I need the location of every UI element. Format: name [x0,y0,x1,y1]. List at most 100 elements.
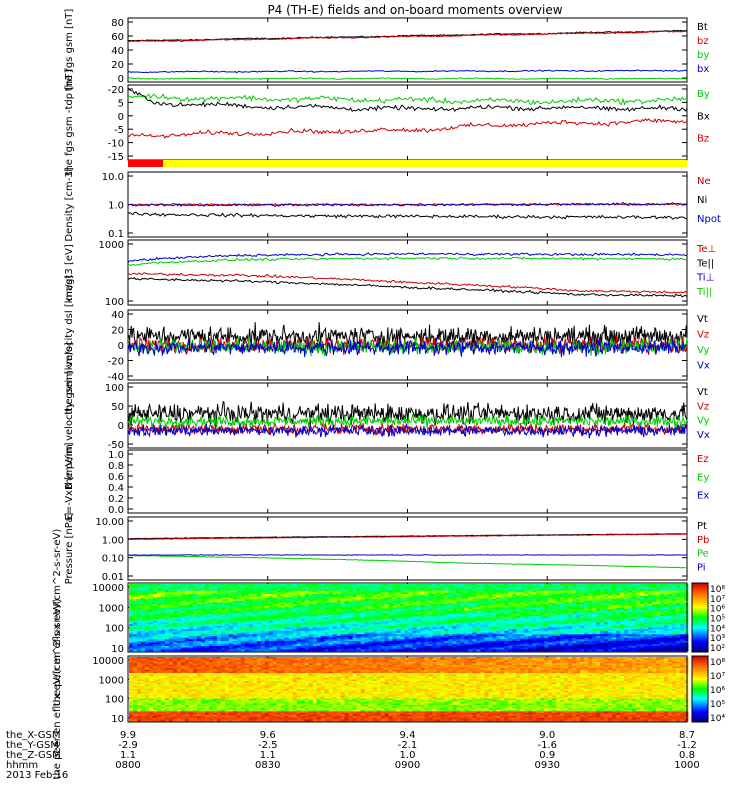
y-tick-label: 0.01 [102,572,124,583]
series-line-bz [128,119,687,138]
colorbar-tick: 10⁵ [710,615,725,625]
legend-entry: Ey [697,472,709,483]
panel-3: 10.0 1.0 0.1 Density [cm-3] Ne Ni Npot [64,167,721,241]
y-tick-label: 100 [105,624,124,635]
legend-entry: Vz [697,401,709,412]
y-tick-label: 1000 [99,603,124,614]
panel-8: 10.00 1.00 0.10 0.01 Pressure [nPa] Pt Pb Pe Pi [64,513,709,585]
colorbar-tick: 10⁶ [710,605,725,615]
legend-entry: Vt [697,387,708,398]
y-tick-label: 20 [111,326,124,337]
legend-entry: Vt [697,314,708,325]
series-line-te|| [128,278,687,297]
legend-entry: Te|| [696,258,714,269]
legend-entry: Vx [697,361,710,372]
legend-entry: bz [697,36,709,47]
legend-entry: Ne [697,176,711,187]
legend-entry: Pt [697,521,707,532]
y-tick-label: 1.0 [108,201,124,212]
series-line-npot [128,203,687,207]
legend-entry: Npot [697,214,721,225]
y-tick-label: 10 [111,644,124,655]
legend-entry: Ti|| [696,287,712,298]
y-tick-label: 0 [118,341,124,352]
legend-entry: Ex [697,491,709,502]
y-tick-label: 0.4 [108,483,124,494]
y-tick-label: -20 [108,85,124,96]
y-tick-label: 0 [118,112,124,123]
legend-entry: Bx [697,111,710,122]
legend-entry: Te⊥ [696,244,716,255]
y-tick-label: 0.2 [108,494,124,505]
legend-entry: Pe [697,549,709,560]
spectrogram [129,584,688,651]
colorbar-tick: 10³ [710,634,725,644]
series-line-pb [128,534,687,539]
y-tick-label: -40 [108,372,124,383]
y-axis-label: Density [cm-3] [64,167,75,241]
y-tick-label: -20 [108,357,124,368]
panel-frame [128,517,687,580]
panel-frame [128,18,687,82]
y-tick-label: -5 [114,125,124,136]
y-tick-label: 1.0 [108,450,124,461]
legend-entry: bx [697,64,709,75]
y-tick-label: 100 [105,297,124,308]
y-tick-label: 0.8 [108,461,124,472]
y-tick-label: 10.00 [95,517,124,528]
y-tick-label: 50 [111,402,124,413]
y-tick-label: 20 [111,60,124,71]
colorbar [692,583,708,652]
y-tick-label: 100 [105,383,124,394]
colorbar-tick: 10⁸ [710,585,725,595]
series-line-ni [128,212,687,219]
panel-frame [128,450,687,513]
y-axis-label: Pressure [nPa] [64,513,75,585]
y-tick-label: -15 [108,152,124,163]
legend-entry: Ez [697,454,709,465]
y-axis-label: the fgs gsm -tdp [nT] [64,69,75,175]
legend-entry: Vx [697,430,710,441]
colorbar-tick: 10² [710,644,725,654]
y-tick-label: 5 [118,98,124,109]
y-tick-label: 0.6 [108,472,124,483]
legend-entry: Vz [697,330,709,341]
legend-entry: Bz [697,134,709,145]
legend-entry: Vy [697,345,710,356]
legend-entry: Ni [697,195,707,206]
series-line-bx [128,70,687,73]
y-tick-label: 0.1 [108,229,124,240]
legend-entry: Ti⊥ [696,273,714,284]
legend-entry: Vy [697,416,710,427]
y-tick-label: 40 [111,46,124,57]
panel-7: 1.00.80.60.40.20.0 E=-VxB [mV/m] Ez Ey Ex [64,442,709,520]
legend-entry: Pi [697,562,706,573]
y-tick-label: 10000 [92,583,124,594]
y-tick-label: 0.0 [108,505,124,516]
y-axis-label: E=-VxB [mV/m] [64,442,75,520]
y-tick-label: 40 [111,310,124,321]
series-line-pe [128,556,687,568]
legend-entry: Pb [697,535,709,546]
y-tick-label: 0 [118,74,124,85]
legend-entry: Bt [697,22,708,33]
series-line-pi [128,555,687,556]
y-tick-label: 0.10 [102,554,124,565]
legend-entry: by [697,50,709,61]
series-line-te⊥ [128,273,687,293]
series-line-ti|| [128,257,687,266]
panel-frame [128,85,687,160]
y-tick-label: 1.00 [102,535,124,546]
colorbar-tick: 10⁴ [710,624,725,634]
colorbar-tick: 10⁷ [710,595,725,605]
y-tick-label: 1000 [99,240,124,251]
y-tick-label: 10.0 [102,172,124,183]
